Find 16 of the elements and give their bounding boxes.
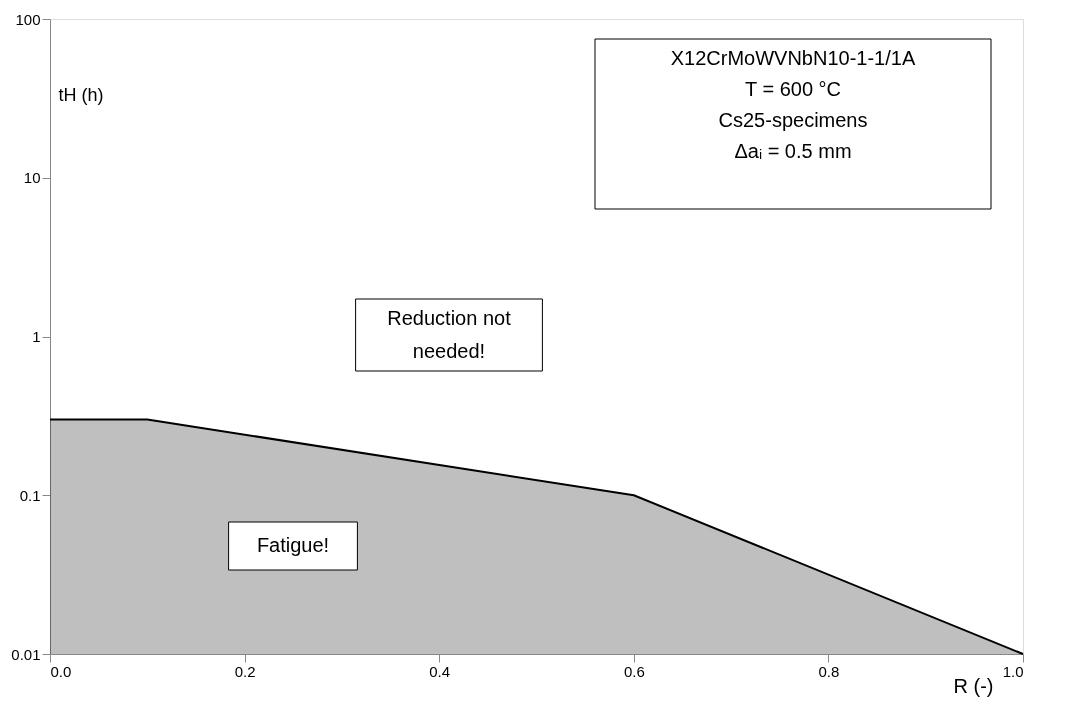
x-tick-label: 0.6 [623,662,645,680]
y-tick-label: 0.1 [19,486,41,504]
x-tick-label: 1.0 [1002,662,1024,680]
x-tick-label: 0.2 [234,662,256,680]
x-tick-label: 0.0 [50,662,72,680]
annotation: X12CrMoWVNbN10-1-1/1A T = 600 °C Cs25-specimens Δaᵢ = 0.5 mm [670,47,916,162]
y-tick-label: 0.01 [11,645,41,663]
x-axis-title: R (-) [953,674,994,697]
y-tick-label: 1 [32,328,41,345]
x-tick-label: 0.4 [429,662,451,680]
annotation: Fatigue! [256,534,330,556]
y-tick-label: 10 [23,169,41,187]
annotation: Reduction not needed! [387,306,512,362]
y-tick-label: 100 [15,10,41,28]
y-axis-title: tH (h) [58,84,104,105]
x-tick-label: 0.8 [818,662,840,680]
